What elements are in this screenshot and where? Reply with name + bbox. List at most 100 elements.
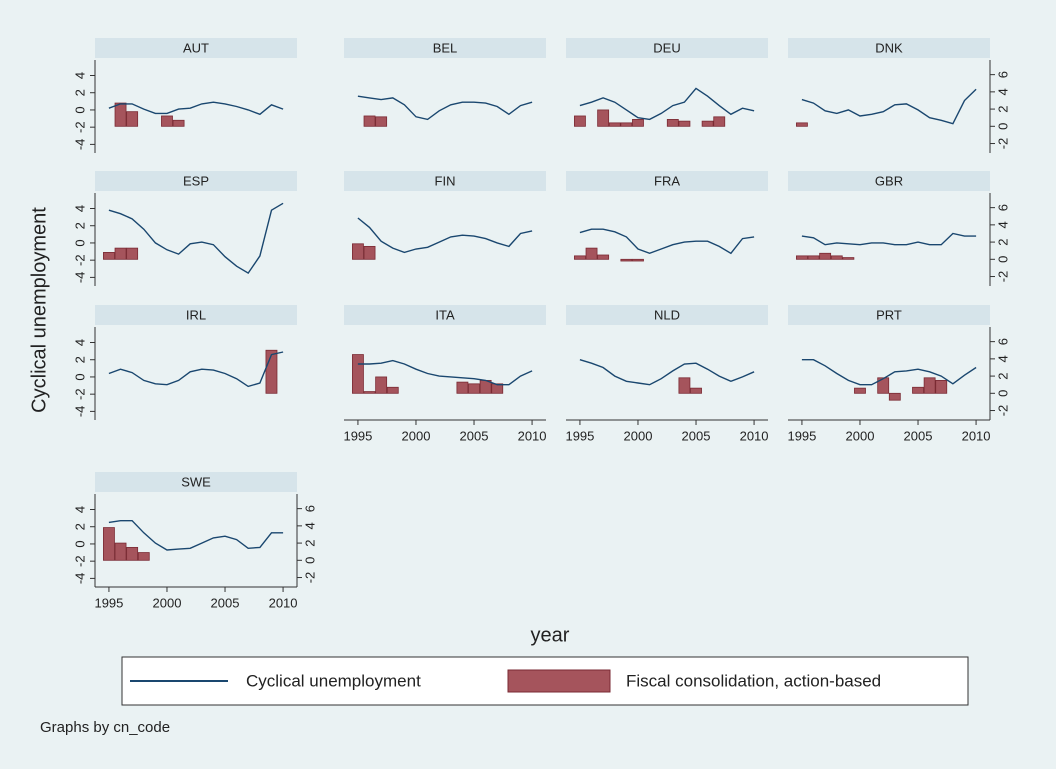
- panel-title: FIN: [435, 173, 456, 188]
- bar: [126, 546, 139, 561]
- x-axis-title: year: [531, 624, 570, 646]
- y-tick-label: -2: [72, 555, 87, 567]
- panel-header: [344, 305, 546, 325]
- y-tick-label: 2: [72, 89, 87, 96]
- y-tick-label: 4: [72, 339, 87, 346]
- y2-tick-label: 6: [995, 338, 1010, 345]
- y2-tick-label: -2: [995, 405, 1010, 417]
- bar: [620, 258, 633, 262]
- line: [579, 87, 755, 121]
- bar: [608, 122, 621, 127]
- x-tick-label: 1995: [787, 428, 816, 443]
- legend-label: Fiscal consolidation, action-based: [626, 671, 881, 690]
- panel-title: PRT: [876, 307, 902, 322]
- y2-tick-label: -2: [302, 572, 317, 584]
- y-tick-label: -4: [72, 406, 87, 418]
- line: [108, 351, 284, 388]
- bar: [574, 255, 586, 260]
- bar: [678, 120, 691, 127]
- bar: [796, 255, 808, 260]
- y2-tick-label: 4: [995, 221, 1010, 228]
- line: [801, 359, 977, 386]
- x-tick-label: 2000: [624, 428, 653, 443]
- y-tick-label: -2: [72, 254, 87, 266]
- bar: [796, 122, 808, 127]
- x-tick-label: 2005: [460, 428, 489, 443]
- panel-title: DEU: [653, 40, 680, 55]
- bar: [114, 102, 127, 127]
- panel-title: DNK: [875, 40, 903, 55]
- bar: [126, 111, 139, 127]
- note: Graphs by cn_code: [40, 719, 170, 736]
- y-tick-label: 0: [72, 540, 87, 547]
- line: [108, 202, 284, 275]
- panel-title: BEL: [433, 40, 458, 55]
- y-tick-label: 4: [72, 72, 87, 79]
- bar: [363, 391, 376, 394]
- x-tick-label: 2010: [962, 428, 991, 443]
- panel-title: GBR: [875, 173, 903, 188]
- bar: [620, 122, 633, 127]
- y-tick-label: -2: [72, 388, 87, 400]
- bar: [690, 387, 702, 394]
- line: [579, 228, 755, 255]
- bar: [103, 252, 115, 260]
- y2-tick-label: 0: [302, 557, 317, 564]
- panel-title: FRA: [654, 173, 680, 188]
- x-tick-label: 1995: [565, 428, 594, 443]
- y-tick-label: -2: [72, 121, 87, 133]
- bar: [456, 381, 469, 394]
- panel-header: [95, 305, 297, 325]
- line: [579, 359, 755, 386]
- line: [801, 232, 977, 246]
- bar: [888, 392, 901, 401]
- bar: [923, 377, 936, 394]
- x-tick-label: 2010: [740, 428, 769, 443]
- y2-tick-label: 0: [995, 256, 1010, 263]
- legend-label: Cyclical unemployment: [246, 671, 421, 690]
- panel-header: [344, 171, 546, 191]
- y-tick-label: 2: [72, 356, 87, 363]
- y-tick-label: 0: [72, 106, 87, 113]
- panel-title: SWE: [181, 474, 211, 489]
- line: [357, 359, 533, 386]
- bar: [877, 377, 890, 394]
- bar: [375, 116, 388, 127]
- bar: [375, 376, 388, 394]
- panel-header: [566, 38, 768, 58]
- legend-bar: [507, 669, 611, 693]
- line: [801, 88, 977, 125]
- panel-header: [95, 38, 297, 58]
- bar: [807, 255, 820, 260]
- y-tick-label: -4: [72, 139, 87, 151]
- x-tick-label: 1995: [343, 428, 372, 443]
- y-tick-label: 2: [72, 523, 87, 530]
- y2-tick-label: -2: [995, 271, 1010, 283]
- bar: [114, 247, 127, 260]
- bar: [701, 120, 714, 127]
- bar: [632, 258, 644, 262]
- y2-tick-label: -2: [995, 138, 1010, 150]
- y2-tick-label: 4: [302, 522, 317, 529]
- bar: [352, 243, 364, 260]
- panel-title: NLD: [654, 307, 680, 322]
- bar: [597, 254, 610, 260]
- bar: [935, 379, 948, 394]
- line: [108, 101, 284, 116]
- line: [108, 520, 284, 551]
- bar: [574, 115, 586, 127]
- panel-header: [566, 305, 768, 325]
- y2-tick-label: 2: [995, 372, 1010, 379]
- bar: [585, 247, 598, 260]
- x-tick-label: 2000: [402, 428, 431, 443]
- y2-tick-label: 6: [995, 71, 1010, 78]
- x-tick-label: 2005: [211, 595, 240, 610]
- y-tick-label: 2: [72, 222, 87, 229]
- bar: [854, 387, 866, 394]
- panel-header: [788, 38, 990, 58]
- panel-header: [95, 472, 297, 492]
- panel-title: IRL: [186, 307, 206, 322]
- bar: [912, 386, 924, 394]
- x-tick-label: 2010: [518, 428, 547, 443]
